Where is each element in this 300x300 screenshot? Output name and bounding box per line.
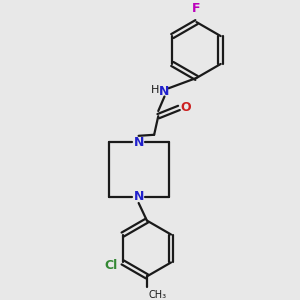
Text: O: O — [181, 101, 191, 114]
Text: CH₃: CH₃ — [149, 290, 167, 300]
Text: N: N — [159, 85, 170, 98]
Text: F: F — [192, 2, 201, 15]
Text: H: H — [151, 85, 159, 95]
Text: N: N — [134, 190, 144, 203]
Text: Cl: Cl — [105, 259, 118, 272]
Text: N: N — [134, 136, 144, 148]
